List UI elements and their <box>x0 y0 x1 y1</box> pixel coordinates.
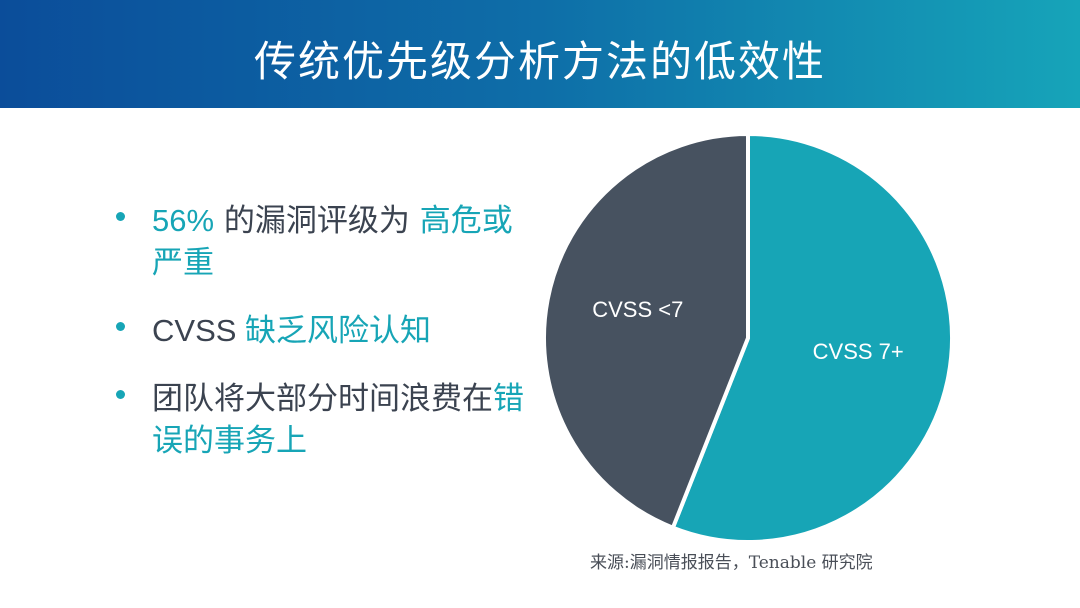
bullet-text: 团队将大部分时间浪费在 <box>152 381 493 417</box>
bullet-dot-icon <box>116 390 125 399</box>
bullet-text: CVSS <box>152 313 246 348</box>
title-banner: 传统优先级分析方法的低效性 <box>0 0 1080 108</box>
pie-chart: CVSS 7+ CVSS <7 <box>542 131 954 544</box>
bullet-highlight-text: 高危或严重 <box>152 203 513 281</box>
pie-slice-label: CVSS 7+ <box>813 339 904 364</box>
source-note: 来源:漏洞情报报告，Tenable 研究院 <box>590 553 873 573</box>
bullet-list: 56% 的漏洞评级为 高危或严重 CVSS 缺乏风险认知团队将大部分时间浪费在错误… <box>112 200 532 488</box>
bullet-highlight-text: 56% <box>152 203 215 238</box>
pie-slice <box>670 131 954 544</box>
bullet-text: 的漏洞评级为 <box>214 203 420 239</box>
bullet-item: CVSS 缺乏风险认知 <box>112 310 532 352</box>
bullet-dot-icon <box>116 212 125 221</box>
bullet-item: 团队将大部分时间浪费在错误的事务上 <box>112 378 532 462</box>
bullet-dot-icon <box>116 322 125 331</box>
pie-slice <box>542 131 750 531</box>
bullet-item: 56% 的漏洞评级为 高危或严重 <box>112 200 532 284</box>
slide-title: 传统优先级分析方法的低效性 <box>253 37 826 86</box>
bullet-highlight-text: 错误的事务上 <box>152 381 524 459</box>
pie-slice-label: CVSS <7 <box>592 297 683 322</box>
bullet-highlight-text: 缺乏风险认知 <box>245 313 432 349</box>
